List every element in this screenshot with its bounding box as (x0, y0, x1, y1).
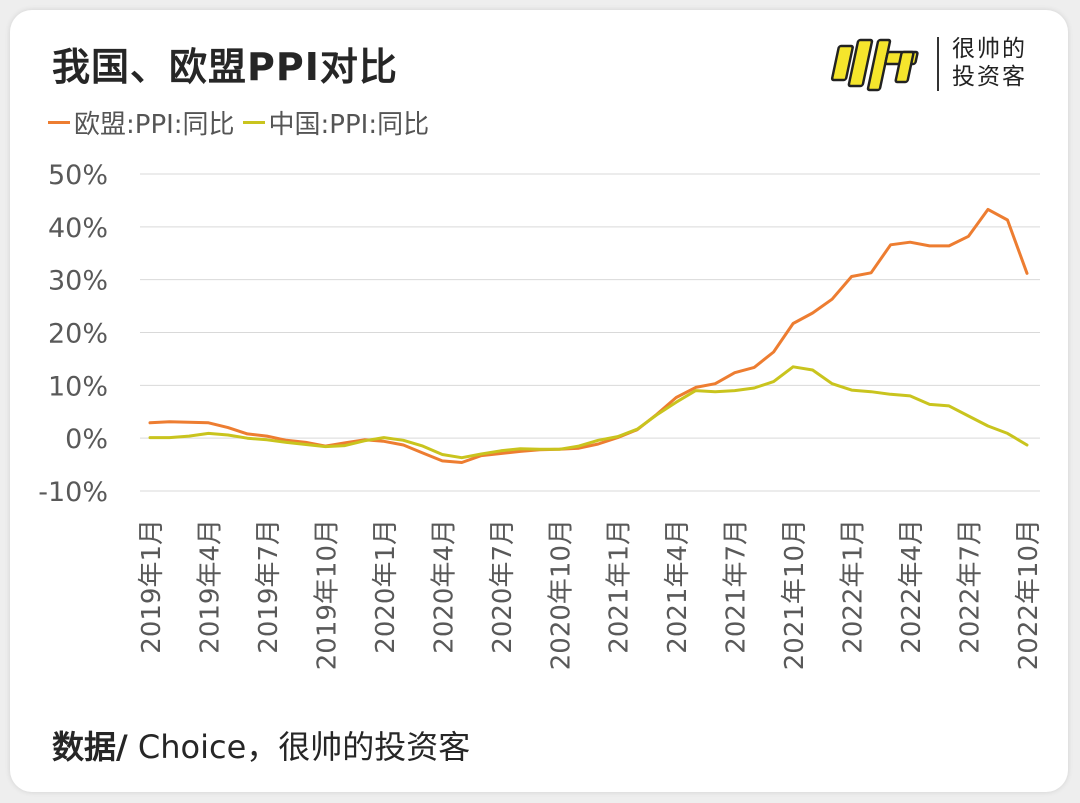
x-tick-label: 2019年1月 (137, 519, 167, 654)
x-tick-label: 2022年10月 (1014, 519, 1044, 670)
legend-label-cn: 中国:PPI:同比 (268, 109, 430, 140)
x-tick-label: 2019年7月 (254, 519, 284, 654)
source-text: Choice，很帅的投资客 (127, 728, 471, 766)
x-tick-label: 2020年4月 (429, 519, 459, 654)
x-tick-label: 2022年7月 (956, 519, 986, 654)
brand-name-line2: 投资客 (952, 64, 1027, 90)
brand-logo-icon (830, 38, 919, 92)
series-line-eu (148, 207, 1029, 464)
x-tick-label: 2019年4月 (195, 519, 225, 654)
x-axis-ticks: 2019年1月 2019年4月 2019年7月 2019年10月 2020年1月 2020… (137, 519, 1044, 670)
x-tick-label: 2020年1月 (371, 519, 401, 654)
y-axis-ticks: -10% 0% 10% 20% 30% 40% 50% (38, 160, 108, 508)
chart-title: 我国、欧盟PPI对比 (52, 45, 398, 89)
x-tick-label: 2022年4月 (897, 519, 927, 654)
x-tick-label: 2022年1月 (839, 519, 869, 654)
y-tick-label: -10% (38, 477, 108, 508)
x-tick-label: 2020年7月 (488, 519, 518, 654)
x-tick-label: 2019年10月 (312, 519, 342, 670)
chart-legend: 欧盟:PPI:同比 中国:PPI:同比 (48, 104, 437, 141)
y-tick-label: 40% (48, 213, 108, 244)
legend-item-cn: 中国:PPI:同比 (242, 104, 430, 141)
source-label: 数据/ (52, 728, 128, 766)
y-tick-label: 20% (48, 319, 108, 350)
series-layer (148, 207, 1029, 464)
chart-card: 我国、欧盟PPI对比 很帅的 投资客 欧盟:PPI:同比 中国:PPI:同比 数… (10, 10, 1068, 792)
brand-divider (937, 37, 939, 91)
legend-label-eu: 欧盟:PPI:同比 (74, 109, 235, 140)
brand-name: 很帅的 投资客 (952, 35, 1027, 91)
y-tick-label: 30% (48, 266, 108, 297)
legend-item-eu: 欧盟:PPI:同比 (48, 104, 235, 141)
y-tick-label: 10% (48, 371, 108, 402)
x-tick-label: 2021年1月 (605, 519, 635, 654)
x-tick-label: 2021年4月 (663, 519, 693, 654)
legend-swatch-cn (242, 120, 265, 124)
brand-logo-area: 很帅的 投资客 (820, 32, 1050, 112)
y-tick-label: 0% (65, 424, 108, 455)
grid-layer (140, 173, 1040, 492)
y-tick-label: 50% (48, 160, 108, 191)
x-tick-label: 2021年7月 (722, 519, 752, 654)
legend-swatch-eu (48, 120, 70, 124)
series-line-cn (148, 365, 1029, 460)
x-tick-label: 2020年10月 (546, 519, 576, 670)
x-tick-label: 2021年10月 (780, 519, 810, 670)
brand-name-line1: 很帅的 (952, 36, 1027, 62)
data-source: 数据/ Choice，很帅的投资客 (52, 722, 470, 768)
